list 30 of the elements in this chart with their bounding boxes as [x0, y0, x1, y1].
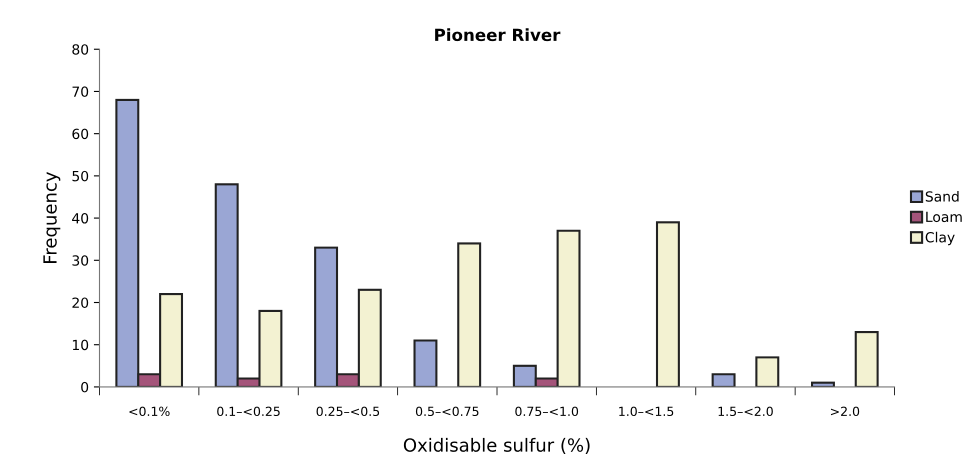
- x-axis-title: Oxidisable sulfur (%): [404, 438, 590, 454]
- x-tick-label: 0.1–<0.25: [217, 406, 280, 416]
- y-tick-label: 0: [81, 382, 88, 392]
- y-tick-label: 70: [72, 86, 88, 97]
- y-tick-label: 10: [72, 340, 88, 350]
- x-tick-label: 1.5–<2.0: [718, 406, 773, 416]
- legend-label: Sand: [926, 190, 959, 202]
- bar: [755, 356, 780, 387]
- x-tick-label: >2.0: [830, 406, 860, 416]
- x-tick-label: 0.25–<0.5: [316, 406, 380, 416]
- bar: [854, 331, 879, 387]
- chart-title: Pioneer River: [435, 28, 560, 42]
- bar: [810, 382, 835, 387]
- bar: [413, 339, 438, 387]
- y-tick-label: 20: [72, 297, 88, 308]
- y-tick-label: 60: [72, 128, 88, 140]
- x-tick-label: 1.0–<1.5: [619, 406, 674, 416]
- y-tick-label: 80: [72, 44, 88, 55]
- legend-label: Loam: [926, 212, 962, 222]
- legend-label: Clay: [926, 232, 955, 246]
- y-axis-title: Frequency: [43, 172, 60, 263]
- y-tick-label: 30: [72, 255, 88, 266]
- bar: [457, 242, 482, 387]
- x-tick-label: 0.75–<1.0: [515, 406, 578, 416]
- y-tick-label: 50: [72, 170, 88, 182]
- y-tick-label: 40: [72, 213, 88, 224]
- x-tick-label: <0.1%: [129, 406, 170, 416]
- bar: [712, 373, 736, 387]
- x-tick-label: 0.5–<0.75: [416, 406, 478, 416]
- bar: [656, 221, 680, 387]
